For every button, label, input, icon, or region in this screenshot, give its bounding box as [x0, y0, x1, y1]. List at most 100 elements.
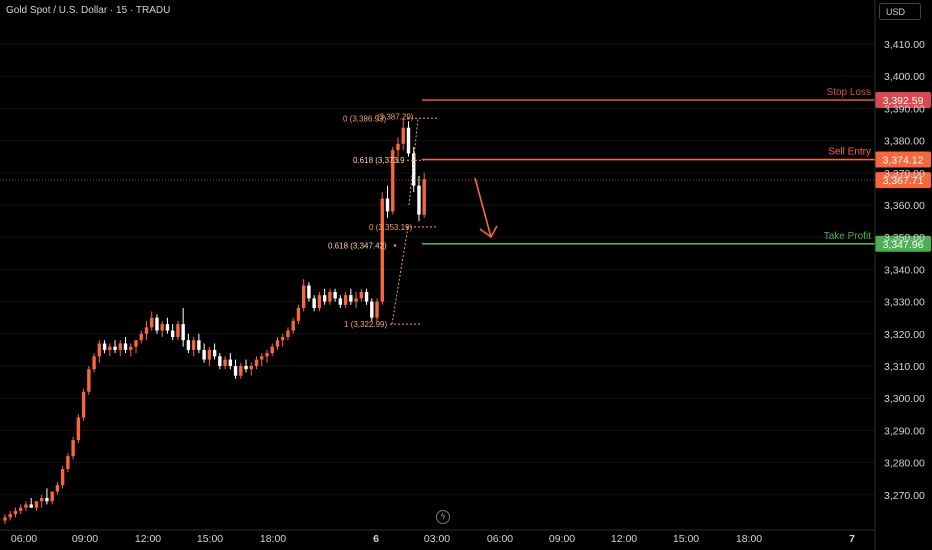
candle-body: [66, 456, 70, 470]
candle-body: [328, 291, 332, 302]
candle-body: [291, 320, 295, 331]
trade-levels[interactable]: Stop Loss 3,392.59 Sell Entry 3,374.12 Take …: [0, 87, 931, 252]
candle-body: [13, 510, 18, 515]
x-tick-label: 7: [849, 533, 855, 545]
candle-body: [45, 498, 49, 502]
stop-loss-label: Stop Loss: [827, 87, 871, 98]
candle-body: [422, 179, 426, 215]
candlestick-series: [3, 118, 426, 524]
candle-body: [281, 337, 285, 341]
candle-body: [270, 346, 274, 354]
fibonacci-drawings[interactable]: 0 (3,386.93)(3,387.29) 0.618 (3,373.9 0 (3…: [328, 112, 438, 329]
fib-lower-trend: [391, 226, 409, 325]
fib-lower-0-label: 0 (3,353.19): [369, 223, 412, 232]
candle-body: [123, 343, 128, 350]
candle-body: [71, 440, 75, 457]
candle-body: [97, 343, 102, 357]
candle-body: [134, 340, 138, 347]
fib-lower-1-label: 1 (3,322.99): [344, 320, 387, 329]
candle-body: [113, 346, 117, 350]
candle-body: [359, 291, 364, 299]
candle-body: [50, 491, 54, 502]
take-profit-price-text: 3,347.96: [883, 239, 924, 251]
lightning-bolt-icon[interactable]: ϟ: [436, 510, 450, 524]
candle-body: [401, 127, 405, 144]
chart-grid: [0, 43, 875, 496]
x-tick-label: 12:00: [611, 533, 637, 545]
y-tick-label: 3,330.00: [884, 297, 925, 309]
x-tick-label: 12:00: [135, 533, 161, 545]
candle-body: [165, 324, 170, 331]
stop-loss-price-text: 3,392.59: [883, 95, 924, 107]
x-tick-label: 6: [373, 533, 379, 545]
y-tick-label: 3,380.00: [884, 136, 925, 148]
candle-body: [322, 295, 327, 302]
candle-body: [396, 143, 400, 151]
x-tick-label: 18:00: [260, 533, 286, 545]
x-tick-label: 09:00: [549, 533, 575, 545]
candle-body: [60, 469, 65, 486]
candle-body: [202, 349, 206, 360]
down-arrow-drawing[interactable]: [474, 177, 498, 239]
candle-body: [155, 317, 159, 331]
candle-body: [24, 504, 28, 508]
candle-body: [380, 198, 384, 302]
candle-body: [260, 356, 264, 360]
candle-body: [186, 340, 191, 350]
current-price-tag: [875, 172, 931, 189]
candle-body: [218, 356, 222, 366]
candle-body: [254, 359, 259, 366]
y-tick-label: 3,280.00: [884, 458, 925, 470]
candle-body: [8, 514, 12, 518]
candle-body: [108, 346, 112, 350]
candle-body: [391, 150, 395, 212]
x-tick-label: 18:00: [736, 533, 762, 545]
candle-body: [265, 353, 269, 357]
sell-entry-price-tag: [875, 151, 931, 168]
candle-body: [370, 301, 374, 318]
price-axis[interactable]: 3,270.00 3,280.00 3,290.00 3,300.00 3,310.00…: [874, 0, 925, 550]
candle-body: [301, 285, 306, 309]
fib-upper-0-label: 0 (3,386.93): [343, 114, 386, 123]
candle-body: [207, 349, 212, 360]
x-tick-label: 15:00: [197, 533, 223, 545]
fib-lower-618-label: 0.618 (3,347.42): [328, 242, 387, 251]
candle-body: [81, 391, 86, 418]
candle-body: [286, 330, 290, 338]
stop-loss-price-tag: [875, 92, 931, 109]
fib-upper-trend: [408, 118, 419, 206]
time-axis[interactable]: 06:00 09:00 12:00 15:00 18:00 6 03:00 06:00 09:0…: [0, 529, 875, 545]
candle-body: [76, 417, 81, 441]
y-tick-label: 3,350.00: [884, 232, 925, 244]
candle-body: [375, 301, 379, 318]
candle-body: [338, 298, 343, 305]
candle-body: [87, 369, 91, 392]
candle-body: [55, 485, 60, 492]
take-profit-label: Take Profit: [824, 231, 871, 242]
candle-body: [197, 340, 201, 350]
fib-upper-0b-label: (3,387.29): [377, 112, 414, 121]
y-tick-label: 3,370.00: [884, 168, 925, 180]
down-arrow-shaft: [474, 177, 492, 238]
candle-body: [223, 359, 227, 366]
candle-body: [412, 153, 416, 186]
y-tick-label: 3,300.00: [884, 393, 925, 405]
candle-body: [296, 308, 301, 321]
x-tick-label: 15:00: [673, 533, 699, 545]
candle-body: [144, 327, 149, 334]
candle-body: [191, 340, 196, 350]
candle-body: [139, 333, 143, 341]
candle-body: [275, 340, 280, 347]
x-tick-label: 09:00: [72, 533, 98, 545]
candle-body: [249, 366, 253, 370]
candle-body: [102, 343, 107, 350]
candle-body: [364, 291, 369, 302]
fib-upper-618-label: 0.618 (3,373.9: [353, 156, 405, 165]
candle-body: [3, 517, 7, 521]
x-tick-label: 03:00: [424, 533, 450, 545]
symbol-title: Gold Spot / U.S. Dollar · 15 · TRADU: [6, 5, 171, 16]
currency-button[interactable]: USD: [879, 3, 921, 20]
candle-body: [39, 498, 44, 502]
candle-body: [160, 324, 164, 331]
